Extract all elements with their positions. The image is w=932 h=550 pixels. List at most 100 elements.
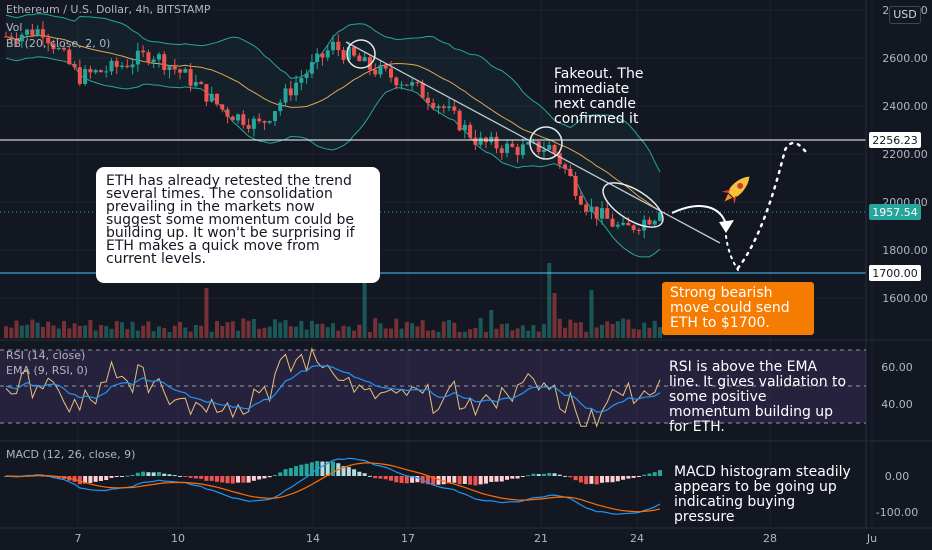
candle-body	[246, 125, 251, 129]
candle-body	[452, 106, 457, 111]
candle-body	[46, 37, 51, 44]
volume-bar	[462, 331, 467, 338]
volume-bar	[468, 329, 473, 338]
macd-hist-bar	[77, 476, 82, 485]
candle-body	[441, 106, 446, 108]
symbol-title: Ethereum / U.S. Dollar, 4h, BITSTAMP	[6, 3, 211, 16]
macd-hist-bar	[204, 476, 209, 481]
candle-body	[204, 84, 209, 102]
volume-bar	[647, 327, 652, 338]
candle-body	[352, 47, 357, 56]
candle-body	[536, 141, 541, 152]
candle-body	[9, 36, 14, 40]
macd-hist-bar	[172, 475, 177, 477]
macd-hist-bar	[331, 461, 335, 476]
macd-hist-bar	[510, 476, 515, 479]
candle-body	[642, 219, 647, 231]
candle-body	[568, 168, 573, 177]
candle-body	[373, 69, 378, 75]
candle-body	[272, 111, 277, 122]
retest-circle-2	[529, 126, 563, 160]
rocket-icon	[721, 176, 750, 205]
volume-bar	[288, 326, 293, 338]
time-tick-0: 7	[75, 532, 82, 545]
candle-body	[510, 143, 515, 147]
trend-line	[345, 41, 721, 244]
macd-hist-bar	[88, 476, 93, 483]
volume-bar	[141, 325, 146, 338]
volume-bar	[193, 325, 198, 338]
candle-body	[67, 49, 72, 65]
macd-hist-bar	[135, 472, 140, 476]
macd-hist-bar	[636, 476, 641, 477]
candle-body	[77, 67, 82, 84]
volume-bar	[230, 321, 235, 338]
candle-body	[251, 118, 256, 129]
volume-bar	[436, 331, 441, 338]
candle-body	[589, 206, 594, 212]
macd-hist-bar	[642, 474, 647, 476]
macd-hist-bar	[299, 464, 304, 476]
fakeout-note: Fakeout. The immediate next candle confi…	[554, 66, 644, 127]
macd-hist-bar	[288, 468, 293, 476]
candle-body	[431, 102, 436, 109]
candle-body	[294, 82, 299, 96]
macd-hist-bar	[304, 463, 309, 476]
candle-body	[615, 224, 620, 227]
macd-tick-0: 0.00	[885, 470, 910, 483]
macd-hist-bar	[309, 462, 314, 476]
candle-body	[420, 83, 425, 98]
volume-bar	[14, 320, 19, 338]
volume-bar	[325, 327, 330, 338]
candle-body	[83, 69, 88, 84]
volume-bar	[584, 331, 589, 338]
macd-hist-bar	[98, 476, 103, 482]
macd-hist-bar	[183, 476, 188, 477]
macd-hist-bar	[262, 476, 267, 479]
bollinger-lower	[5, 56, 661, 258]
volume-bar	[505, 323, 510, 338]
candle-body	[14, 39, 19, 42]
candle-body	[35, 29, 40, 36]
macd-hist-bar	[346, 467, 351, 476]
candle-body	[262, 121, 267, 123]
candle-body	[283, 88, 288, 103]
rsi-tick-1: 40.00	[881, 398, 913, 411]
candle-body	[98, 70, 103, 73]
volume-bar	[114, 321, 119, 338]
volume-bar	[46, 321, 51, 338]
macd-hist-bar	[599, 476, 604, 483]
macd-hist-bar	[214, 476, 219, 482]
projection-bullish	[736, 141, 810, 270]
macd-hist-bar	[389, 476, 394, 481]
bearish-arrow	[671, 205, 727, 225]
macd-hist-bar	[573, 476, 578, 481]
time-tick-2: 14	[306, 532, 320, 545]
candle-body	[104, 71, 109, 73]
currency-button[interactable]: USD	[889, 6, 921, 24]
rsi-label: RSI (14, close)	[6, 349, 86, 362]
macd-label: MACD (12, 26, close, 9)	[6, 448, 136, 461]
macd-hist-bar	[362, 473, 367, 476]
volume-bar	[515, 328, 520, 338]
macd-hist-bar	[589, 476, 594, 484]
candle-body	[125, 65, 130, 68]
volume-bar	[315, 323, 320, 338]
macd-hist-bar	[631, 476, 636, 478]
candle-body	[19, 34, 24, 42]
candle-body	[114, 60, 119, 67]
volume-bar	[83, 325, 88, 338]
candle-body	[325, 50, 330, 58]
candle-body	[193, 82, 198, 86]
volume-bar	[309, 320, 314, 338]
volume-bar	[573, 322, 578, 338]
candle-body	[520, 144, 525, 156]
price-tick-2: 2400.00	[882, 100, 928, 113]
candle-body	[563, 164, 568, 169]
candle-body	[230, 116, 235, 121]
macd-hist-bar	[294, 466, 299, 476]
macd-hist-bar	[246, 476, 251, 483]
candle-body	[130, 64, 135, 68]
candle-body	[383, 65, 388, 69]
